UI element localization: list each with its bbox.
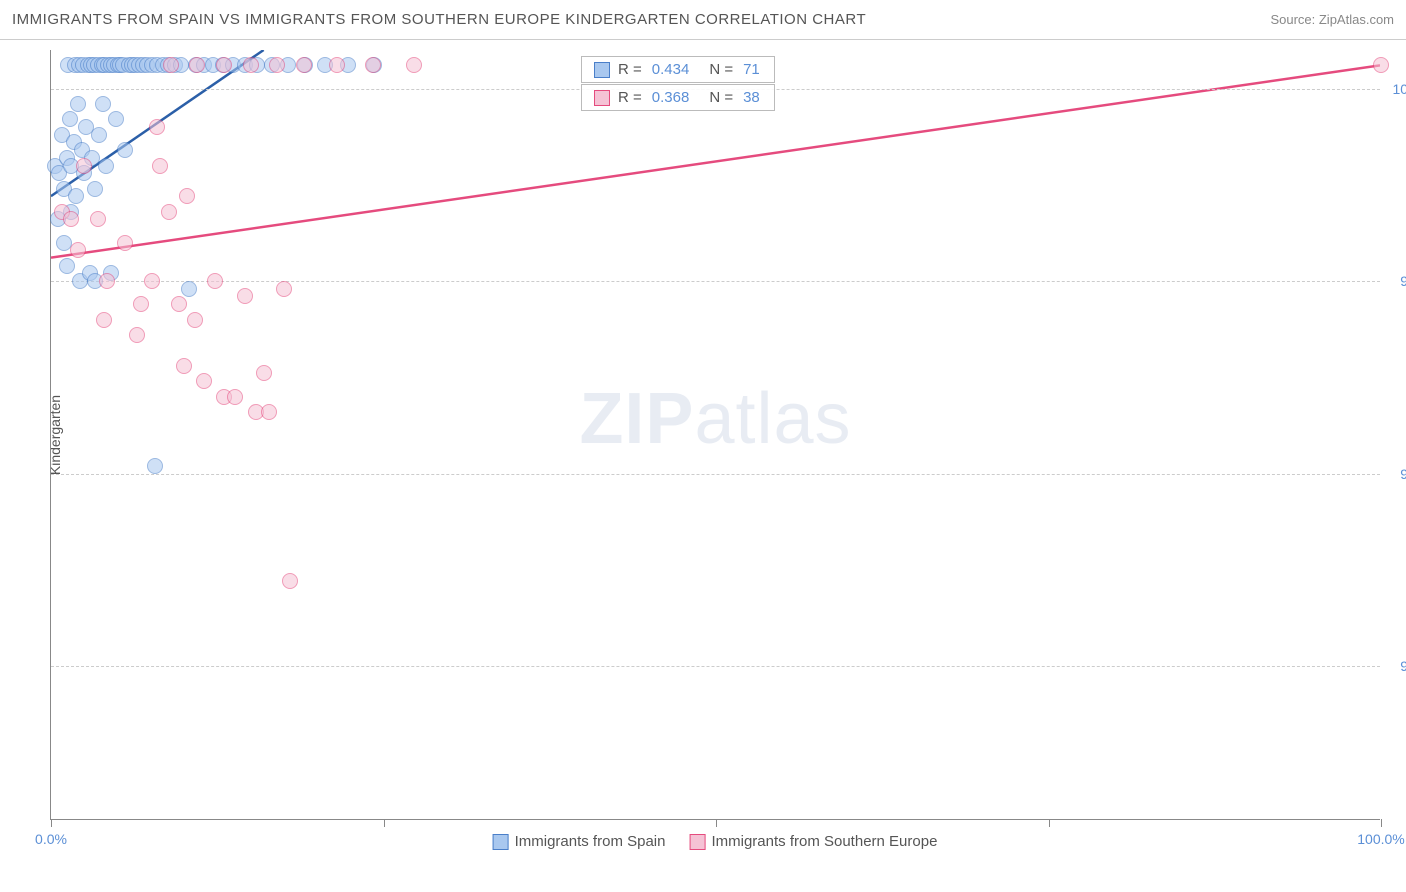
data-point-spain: [147, 458, 163, 474]
data-point-spain: [181, 281, 197, 297]
data-point-southern_europe: [187, 312, 203, 328]
data-point-spain: [98, 158, 114, 174]
chart-area: Kindergarten ZIPatlas 100.0%97.5%95.0%92…: [50, 50, 1380, 820]
data-point-spain: [62, 111, 78, 127]
data-point-southern_europe: [276, 281, 292, 297]
data-point-southern_europe: [129, 327, 145, 343]
bottom-legend-label: Immigrants from Southern Europe: [711, 833, 937, 850]
data-point-spain: [59, 258, 75, 274]
chart-title: IMMIGRANTS FROM SPAIN VS IMMIGRANTS FROM…: [12, 11, 866, 28]
data-point-southern_europe: [329, 57, 345, 73]
data-point-spain: [70, 96, 86, 112]
stats-legend-southern_europe: R = 0.368 N = 38: [581, 84, 775, 111]
legend-r-value: 0.434: [652, 61, 690, 78]
data-point-spain: [117, 142, 133, 158]
legend-r-value: 0.368: [652, 89, 690, 106]
data-point-southern_europe: [63, 211, 79, 227]
x-tick: [51, 819, 52, 827]
y-tick-label: 92.5%: [1385, 658, 1406, 674]
data-point-southern_europe: [243, 57, 259, 73]
legend-r-label: R =: [618, 89, 642, 106]
watermark-zip: ZIP: [579, 379, 694, 459]
data-point-southern_europe: [152, 158, 168, 174]
source-attribution: Source: ZipAtlas.com: [1270, 12, 1394, 27]
gridline-h: [51, 281, 1380, 282]
bottom-legend-label: Immigrants from Spain: [515, 833, 666, 850]
gridline-h: [51, 474, 1380, 475]
data-point-southern_europe: [171, 296, 187, 312]
data-point-southern_europe: [99, 273, 115, 289]
data-point-southern_europe: [70, 242, 86, 258]
data-point-southern_europe: [149, 119, 165, 135]
data-point-southern_europe: [256, 365, 272, 381]
data-point-southern_europe: [1373, 57, 1389, 73]
data-point-spain: [87, 181, 103, 197]
bottom-legend-item-southern_europe: Immigrants from Southern Europe: [689, 833, 937, 850]
data-point-southern_europe: [196, 373, 212, 389]
legend-n-label: N =: [709, 61, 733, 78]
legend-swatch-icon: [594, 62, 610, 78]
bottom-legend-item-spain: Immigrants from Spain: [493, 833, 666, 850]
data-point-spain: [108, 111, 124, 127]
y-tick-label: 95.0%: [1385, 466, 1406, 482]
header-bar: IMMIGRANTS FROM SPAIN VS IMMIGRANTS FROM…: [0, 0, 1406, 40]
data-point-southern_europe: [144, 273, 160, 289]
scatter-plot: ZIPatlas 100.0%97.5%95.0%92.5%0.0%100.0%…: [50, 50, 1380, 820]
data-point-southern_europe: [406, 57, 422, 73]
data-point-southern_europe: [282, 573, 298, 589]
data-point-southern_europe: [176, 358, 192, 374]
legend-n-value: 71: [743, 61, 760, 78]
data-point-southern_europe: [161, 204, 177, 220]
data-point-southern_europe: [365, 57, 381, 73]
legend-n-label: N =: [709, 89, 733, 106]
x-tick: [1049, 819, 1050, 827]
data-point-southern_europe: [163, 57, 179, 73]
x-tick: [716, 819, 717, 827]
data-point-southern_europe: [76, 158, 92, 174]
data-point-southern_europe: [269, 57, 285, 73]
legend-swatch-icon: [594, 90, 610, 106]
data-point-southern_europe: [207, 273, 223, 289]
watermark-atlas: atlas: [694, 379, 851, 459]
data-point-southern_europe: [237, 288, 253, 304]
data-point-southern_europe: [189, 57, 205, 73]
data-point-southern_europe: [133, 296, 149, 312]
data-point-southern_europe: [216, 57, 232, 73]
data-point-southern_europe: [227, 389, 243, 405]
x-tick: [1381, 819, 1382, 827]
x-tick: [384, 819, 385, 827]
legend-r-label: R =: [618, 61, 642, 78]
y-tick-label: 100.0%: [1385, 81, 1406, 97]
data-point-southern_europe: [90, 211, 106, 227]
watermark: ZIPatlas: [579, 378, 851, 460]
data-point-southern_europe: [117, 235, 133, 251]
legend-swatch-icon: [689, 834, 705, 850]
bottom-legend: Immigrants from Spain Immigrants from Sou…: [493, 833, 938, 850]
data-point-spain: [91, 127, 107, 143]
trend-lines-svg: [51, 50, 1380, 819]
x-tick-label: 100.0%: [1357, 831, 1404, 847]
data-point-southern_europe: [179, 188, 195, 204]
data-point-spain: [68, 188, 84, 204]
stats-legend-spain: R = 0.434 N = 71: [581, 56, 775, 83]
legend-swatch-icon: [493, 834, 509, 850]
gridline-h: [51, 666, 1380, 667]
y-tick-label: 97.5%: [1385, 273, 1406, 289]
data-point-southern_europe: [261, 404, 277, 420]
data-point-spain: [95, 96, 111, 112]
x-tick-label: 0.0%: [35, 831, 67, 847]
data-point-southern_europe: [296, 57, 312, 73]
legend-n-value: 38: [743, 89, 760, 106]
data-point-southern_europe: [96, 312, 112, 328]
